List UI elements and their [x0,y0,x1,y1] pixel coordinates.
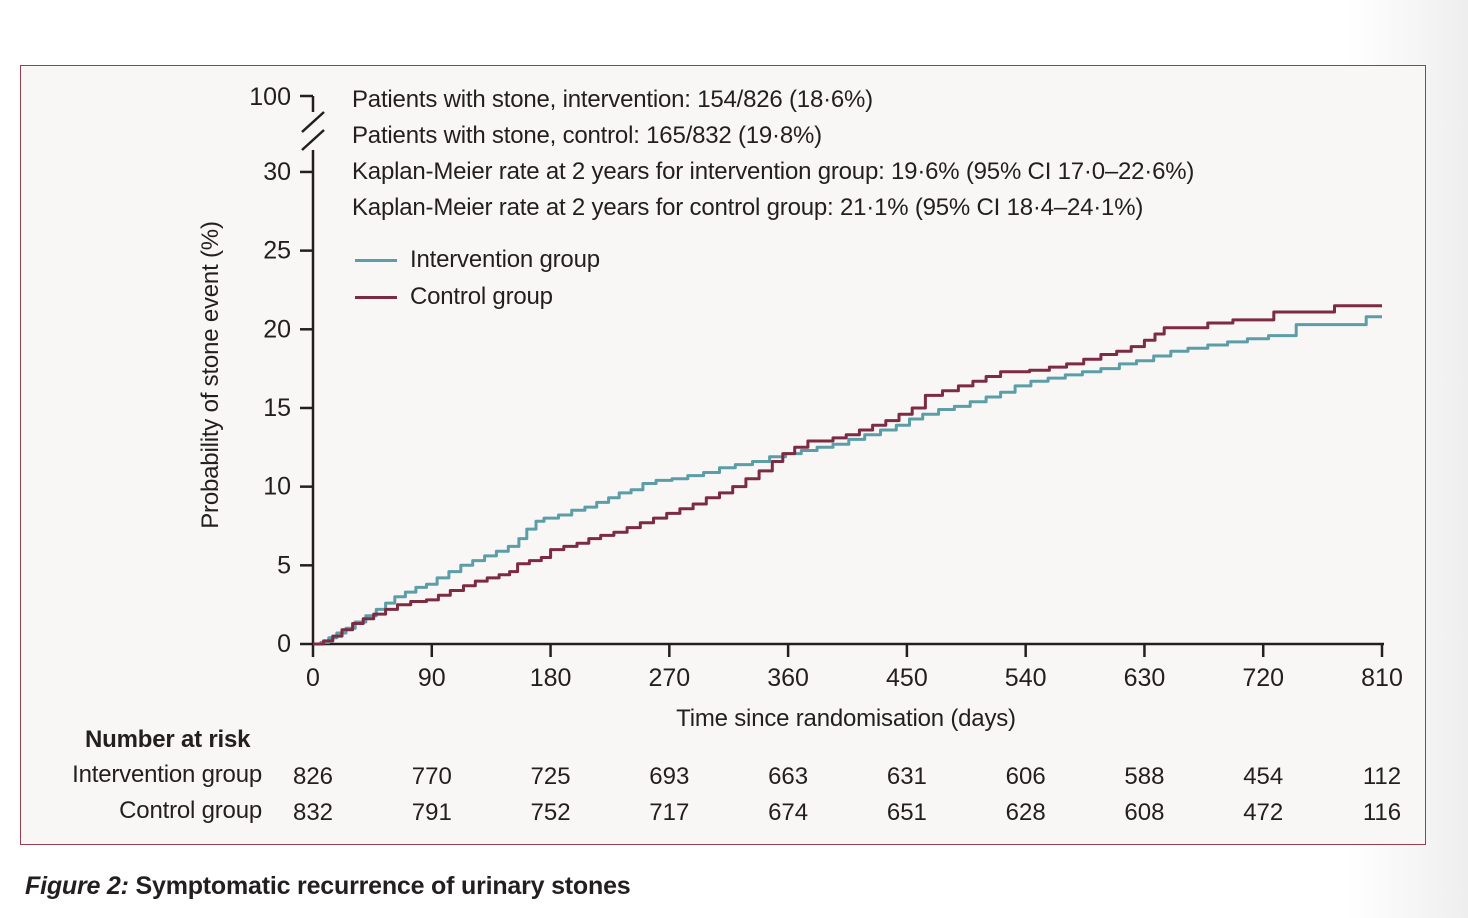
x-tick-label-180: 180 [530,664,572,692]
risk-value-intervention-90: 770 [412,763,452,790]
x-tick-label-270: 270 [648,664,690,692]
intervention-line-swatch [355,258,397,262]
annotation-km-rate-intervention: Kaplan-Meier rate at 2 years for interve… [352,158,1195,185]
y-tick-label-10: 10 [263,473,291,501]
km-curve-intervention [313,315,1382,646]
y-tick-label-0: 0 [277,630,291,658]
risk-value-control-90: 791 [412,799,452,826]
risk-value-control-270: 717 [649,799,689,826]
y-axis-break-slash-0 [301,111,325,133]
risk-value-intervention-630: 588 [1124,763,1164,790]
risk-value-intervention-450: 631 [887,763,927,790]
risk-value-intervention-810: 112 [1363,763,1401,790]
risk-value-intervention-540: 606 [1006,763,1046,790]
risk-value-intervention-360: 663 [768,763,808,790]
risk-value-intervention-720: 454 [1243,763,1283,790]
risk-row-label-intervention: Intervention group [72,761,262,788]
y-tick-label-5: 5 [277,551,291,579]
figure-panel: 0 90 180 270 360 450 540 630 720 810 0 5 10 15 20 25 30 1… [20,65,1426,845]
risk-value-control-0: 832 [293,799,333,826]
x-tick-label-360: 360 [767,664,809,692]
x-tick-label-540: 540 [1005,664,1047,692]
risk-value-control-180: 752 [531,799,571,826]
figure-caption: Figure 2: Symptomatic recurrence of urin… [25,872,631,901]
figure-caption-text: Symptomatic recurrence of urinary stones [135,872,631,900]
figure-caption-label: Figure 2: [25,872,129,900]
annotation-patients-intervention: Patients with stone, intervention: 154/8… [352,86,873,113]
x-tick-label-810: 810 [1361,664,1403,692]
annotation-patients-control: Patients with stone, control: 165/832 (1… [352,122,822,149]
risk-row-label-control: Control group [119,797,262,824]
x-tick-label-0: 0 [306,664,320,692]
y-tick-label-30: 30 [263,158,291,186]
y-axis-title: Probability of stone event (%) [197,221,224,529]
legend-item-intervention: Intervention group [355,246,600,274]
number-at-risk-header: Number at risk [85,726,251,753]
risk-value-intervention-0: 826 [293,763,333,790]
risk-value-intervention-180: 725 [531,763,571,790]
km-curve-control [313,304,1382,646]
legend-item-control: Control group [355,283,553,311]
x-tick-label-720: 720 [1242,664,1284,692]
y-tick-label-100: 100 [249,83,291,111]
y-tick-label-15: 15 [263,394,291,422]
kaplan-meier-chart: 0 90 180 270 360 450 540 630 720 810 0 5 10 15 20 25 30 1… [249,83,1403,826]
annotation-km-rate-control: Kaplan-Meier rate at 2 years for control… [352,194,1144,221]
x-axis-title: Time since randomisation (days) [676,705,1016,732]
y-axis-break-slash-1 [301,129,325,151]
risk-value-control-810: 116 [1363,799,1401,826]
y-tick-label-25: 25 [263,237,291,265]
risk-value-control-450: 651 [887,799,927,826]
risk-value-control-630: 608 [1124,799,1164,826]
y-tick-label-20: 20 [263,315,291,343]
risk-value-intervention-270: 693 [649,763,689,790]
x-tick-label-450: 450 [886,664,928,692]
figure-caption-spacer [129,872,136,900]
control-line-swatch [355,295,397,299]
x-tick-label-90: 90 [418,664,446,692]
legend-label-control: Control group [410,283,553,310]
risk-value-control-360: 674 [768,799,808,826]
risk-value-control-540: 628 [1006,799,1046,826]
legend-label-intervention: Intervention group [410,246,600,273]
risk-value-control-720: 472 [1243,799,1283,826]
x-tick-label-630: 630 [1124,664,1166,692]
